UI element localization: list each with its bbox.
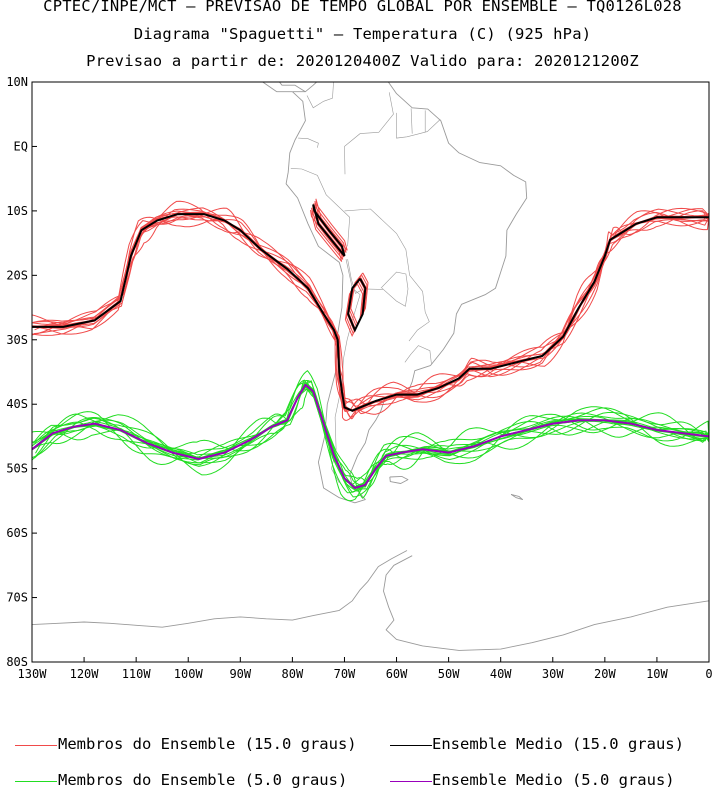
y-tick-label: 20S xyxy=(6,268,28,282)
members5-member-11 xyxy=(32,385,709,492)
series-line-mean5 xyxy=(32,383,709,489)
x-tick-label: 110W xyxy=(122,667,152,681)
andes-member-loop-2-2 xyxy=(345,281,365,335)
gulf-coast-outline xyxy=(278,82,306,93)
y-tick-label: 50S xyxy=(6,462,28,476)
members5-member-5 xyxy=(32,386,709,483)
y-tick-label: 40S xyxy=(6,397,28,411)
country-border-2 xyxy=(344,208,430,342)
country-border-4 xyxy=(290,168,351,247)
series-loop-mean15-1 xyxy=(312,204,346,257)
legend-label-members15: Membros do Ensemble (15.0 graus) xyxy=(58,735,357,753)
country-border-5 xyxy=(344,92,394,175)
x-tick-label: 40W xyxy=(490,667,512,681)
x-tick-label: 120W xyxy=(70,667,100,681)
central-america-outline xyxy=(262,82,293,93)
andes-member-loop-2-1 xyxy=(344,283,364,338)
x-tick-label: 100W xyxy=(174,667,204,681)
members5-member-14 xyxy=(35,385,709,486)
plot-frame xyxy=(31,81,710,663)
y-tick-label: 80S xyxy=(6,655,28,669)
members-15-layer xyxy=(32,198,709,421)
legend-label-members5: Membros do Ensemble (5.0 graus) xyxy=(58,771,348,789)
y-tick-label: 60S xyxy=(6,526,28,540)
weddell-coast-outline xyxy=(383,555,709,651)
falklands-outline xyxy=(389,475,409,484)
country-border-8 xyxy=(410,108,413,134)
x-tick-label: 10W xyxy=(646,667,668,681)
legend-swatch-mean15 xyxy=(390,745,432,746)
country-border-12 xyxy=(347,259,384,294)
x-tick-label: 130W xyxy=(18,667,48,681)
members-5-layer xyxy=(32,370,709,502)
series-loop-mean15-2 xyxy=(347,277,367,333)
chart-title-dates: Previsao a partir de: 2020120400Z Valido… xyxy=(86,52,639,70)
y-tick-label: 30S xyxy=(6,333,28,347)
coastline-map xyxy=(32,0,709,651)
south-america-outline xyxy=(285,82,528,504)
legend-swatch-members15 xyxy=(15,745,57,746)
x-tick-label: 80W xyxy=(282,667,304,681)
legend-swatch-members5 xyxy=(15,781,57,782)
hispaniola-outline xyxy=(322,18,353,32)
chart-title-institution: CPTEC/INPE/MCT – PREVISAO DE TEMPO GLOBA… xyxy=(43,0,682,15)
chart-title-variable: Diagrama "Spaguetti" – Temperatura (C) (… xyxy=(133,25,592,43)
country-border-6 xyxy=(396,112,441,139)
antarctic-peninsula-outline xyxy=(32,550,408,628)
members15-member-7 xyxy=(33,200,709,411)
x-tick-label: 90W xyxy=(229,667,251,681)
y-tick-label: 70S xyxy=(6,591,28,605)
x-tick-label: 30W xyxy=(542,667,564,681)
country-border-10 xyxy=(306,82,334,109)
country-border-11 xyxy=(404,345,432,364)
south-georgia-outline xyxy=(510,493,524,501)
y-tick-label: 10S xyxy=(6,204,28,218)
legend-label-mean5: Ensemble Medio (5.0 graus) xyxy=(432,771,675,789)
spaghetti-chart: 130W 120W 110W 100W 90W 80W 70W 60W 50W 40W 30W 20W… xyxy=(6,0,712,681)
country-border-3 xyxy=(380,271,409,307)
caribbean-islands-outline xyxy=(266,0,322,19)
legend-swatch-mean5 xyxy=(390,781,432,782)
axes: 130W 120W 110W 100W 90W 80W 70W 60W 50W 40W 30W 20W… xyxy=(6,75,712,681)
x-tick-label: 20W xyxy=(594,667,616,681)
x-tick-label: 0 xyxy=(705,667,712,681)
x-tick-label: 70W xyxy=(334,667,356,681)
series-line-mean15 xyxy=(32,213,709,412)
country-border-9 xyxy=(298,137,319,148)
y-tick-label: EQ xyxy=(14,139,28,153)
y-tick-label: 10N xyxy=(6,75,28,89)
ensemble-means-layer xyxy=(32,204,709,489)
legend-label-mean15: Ensemble Medio (15.0 graus) xyxy=(432,735,684,753)
x-tick-label: 60W xyxy=(386,667,408,681)
andes-member-loop-1-6 xyxy=(315,198,348,251)
x-tick-label: 50W xyxy=(438,667,460,681)
